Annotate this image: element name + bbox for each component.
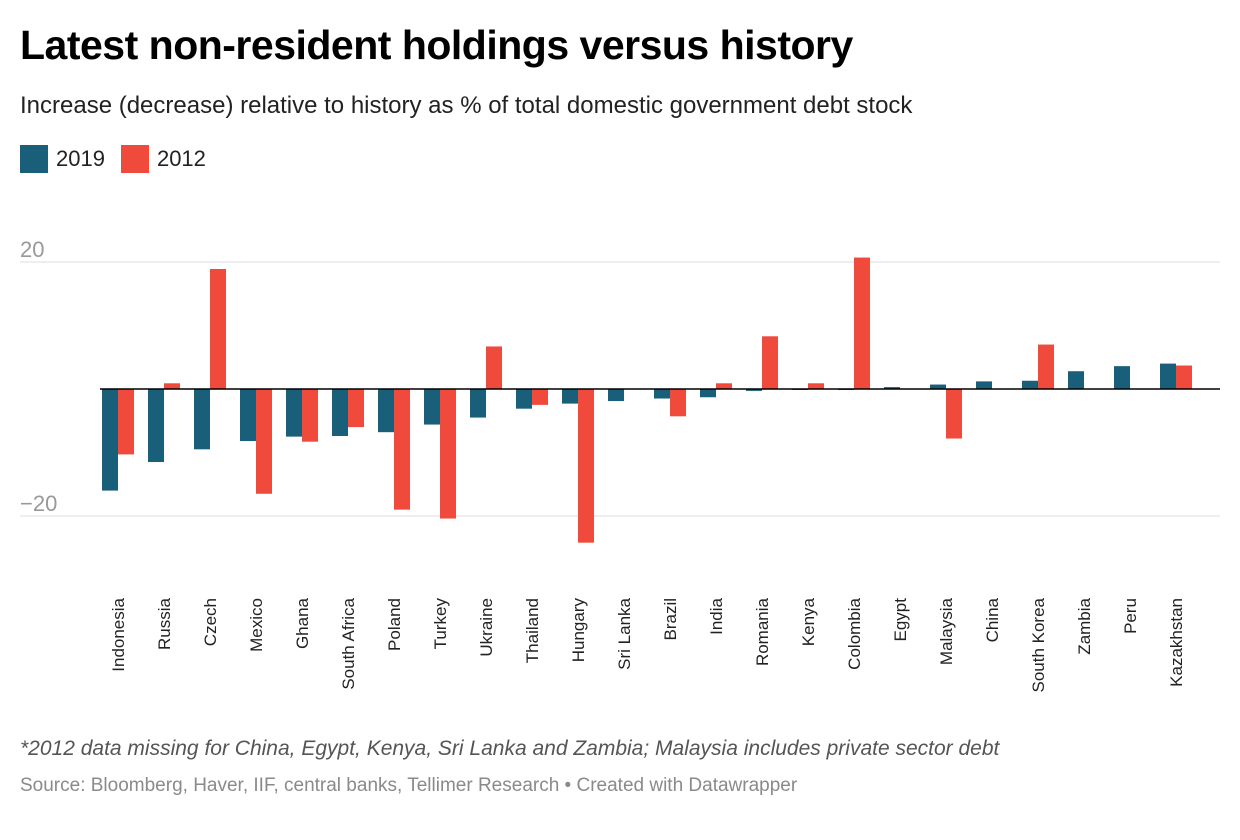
bar-2012-romania [762,336,778,389]
x-tick-label-kenya: Kenya [799,597,818,646]
x-tick-label-egypt: Egypt [891,598,910,642]
x-tick-label-poland: Poland [385,598,404,651]
bar-chart: 20 −20 Indonesia Russia Czech Mexico Ghana Sout… [20,237,1220,693]
x-tick-label-zambia: Zambia [1075,597,1094,654]
chart-subtitle: Increase (decrease) relative to history … [20,92,913,119]
bar-2012-brazil [670,389,686,417]
bar-2012-south-korea [1038,344,1054,389]
bar-2012-india [716,383,732,389]
bar-2019-thailand [516,389,532,409]
x-tick-label-malaysia: Malaysia [937,597,956,665]
bar-2019-south-africa [332,389,348,436]
y-tick-label-0: 20 [20,237,44,262]
x-tick-label-kazakhstan: Kazakhstan [1167,598,1186,687]
bar-2019-brazil [654,389,670,399]
x-tick-label-brazil: Brazil [661,598,680,641]
legend: 2019 2012 [20,145,222,173]
bar-2019-india [700,389,716,398]
x-tick-label-hungary: Hungary [569,598,588,663]
bar-2012-russia [164,383,180,389]
bar-2019-hungary [562,389,578,404]
legend-swatch-2019 [20,145,48,173]
x-tick-label-colombia: Colombia [845,597,864,669]
legend-label-2012: 2012 [156,146,206,171]
bar-2012-poland [394,389,410,510]
bar-2019-egypt [884,387,900,389]
bar-2012-indonesia [118,389,134,455]
bar-2019-poland [378,389,394,433]
bar-2012-turkey [440,389,456,519]
bar-2012-ghana [302,389,318,442]
bar-2012-colombia [854,257,870,389]
x-tick-label-sri-lanka: Sri Lanka [615,597,634,669]
x-tick-label-indonesia: Indonesia [109,597,128,671]
bar-2012-malaysia [946,389,962,439]
legend-item-2019: 2019 [20,145,105,173]
bar-2019-mexico [240,389,256,442]
chart-title: Latest non-resident holdings versus hist… [20,22,853,68]
x-tick-label-russia: Russia [155,597,174,650]
x-tick-label-peru: Peru [1121,598,1140,634]
x-tick-label-china: China [983,597,1002,642]
bar-2019-south-korea [1022,380,1038,389]
x-tick-label-south-korea: South Korea [1029,597,1048,692]
bar-2019-china [976,381,992,389]
x-tick-label-ghana: Ghana [293,597,312,649]
bar-2019-romania [746,389,762,391]
bar-2012-south-africa [348,389,364,428]
bar-2019-sri-lanka [608,389,624,402]
bar-2019-kazakhstan [1160,363,1176,389]
bar-2012-czech [210,268,226,389]
bar-2019-czech [194,389,210,450]
bar-2019-malaysia [930,384,946,389]
bar-2012-thailand [532,389,548,405]
y-tick-label-1: −20 [20,491,57,516]
x-tick-label-mexico: Mexico [247,598,266,652]
legend-item-2012: 2012 [120,145,206,173]
x-tick-label-thailand: Thailand [523,598,542,663]
footnote: *2012 data missing for China, Egypt, Ken… [20,737,1000,760]
bar-2019-indonesia [102,389,118,491]
bar-2019-peru [1114,366,1130,389]
x-tick-label-romania: Romania [753,597,772,666]
bar-2019-russia [148,389,164,463]
x-tick-label-ukraine: Ukraine [477,598,496,657]
bar-2019-turkey [424,389,440,425]
legend-swatch-2012 [120,145,149,173]
legend-label-2019: 2019 [56,146,105,171]
bar-2019-ukraine [470,389,486,418]
x-tick-label-czech: Czech [201,598,220,646]
bar-2019-ghana [286,389,302,437]
bar-2019-zambia [1068,371,1084,389]
bar-2012-hungary [578,389,594,543]
x-tick-label-south-africa: South Africa [339,597,358,689]
x-tick-label-india: India [707,597,726,634]
bar-2012-kazakhstan [1176,365,1192,389]
bar-2012-mexico [256,389,272,494]
bar-2012-ukraine [486,346,502,389]
source-credit: Source: Bloomberg, Haver, IIF, central b… [20,775,798,796]
bar-2012-kenya [808,383,824,389]
x-tick-label-turkey: Turkey [431,598,450,650]
